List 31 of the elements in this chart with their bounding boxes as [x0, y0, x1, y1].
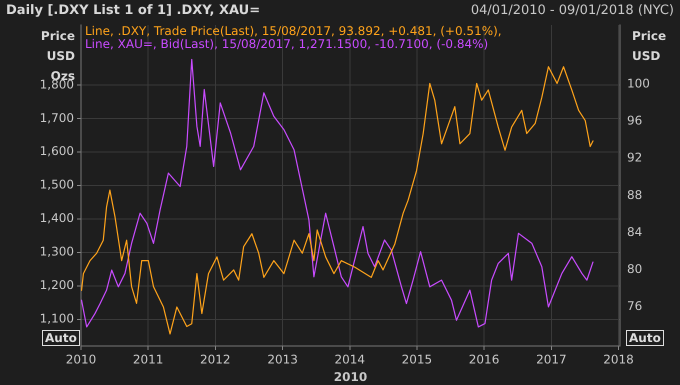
y-tick-label: 1,300 [40, 244, 74, 258]
x-axis-title: 2010 [334, 370, 368, 384]
x-tick-label: 2010 [66, 352, 96, 366]
chart-title: Daily [.DXY List 1 of 1] .DXY, XAU= [6, 3, 260, 18]
y-tick-label: 1,200 [40, 278, 74, 292]
text: Auto [42, 330, 80, 346]
y2-tick-label: 76 [627, 299, 642, 314]
x-tick-label: 2013 [267, 352, 298, 366]
y-tick-label: 1,600 [40, 144, 74, 158]
y-tick-label: 1,500 [40, 178, 74, 192]
text: Auto [626, 330, 664, 346]
x-tick-label: 2011 [132, 352, 164, 366]
x-tick-label: 2015 [402, 352, 432, 366]
y-tick-label: 1,700 [40, 110, 74, 125]
x-tick-label: 2012 [200, 352, 231, 366]
chart-subtitle: 04/01/2010 - 09/01/2018 (NYC) [470, 3, 674, 18]
y2-tick-label: 80 [627, 262, 642, 276]
y-tick-label: 1,100 [40, 311, 74, 326]
x-tick-label: 2014 [334, 352, 366, 366]
y2-tick-label: 92 [627, 150, 642, 165]
text: Line, XAU=, Bid(Last), 15/08/2017, 1,271.1500, -10.7100, (-0.84%) [85, 37, 490, 51]
y2-tick-label: 96 [627, 114, 642, 128]
x-tick-label: 2017 [536, 352, 567, 366]
text: Line, .DXY, Trade Price(Last), 15/08/2017, 93.892, +0.481, (+0.51%), [85, 24, 502, 38]
x-tick-label: 2018 [603, 352, 634, 366]
y2-tick-label: 84 [627, 224, 642, 239]
y-tick-label: 1,400 [40, 211, 74, 226]
y2-axis-title: Price USD [632, 28, 666, 65]
y2-tick-label: 100 [627, 76, 650, 90]
x-tick-label: 2016 [468, 352, 500, 366]
y2-tick-label: 88 [627, 188, 642, 202]
